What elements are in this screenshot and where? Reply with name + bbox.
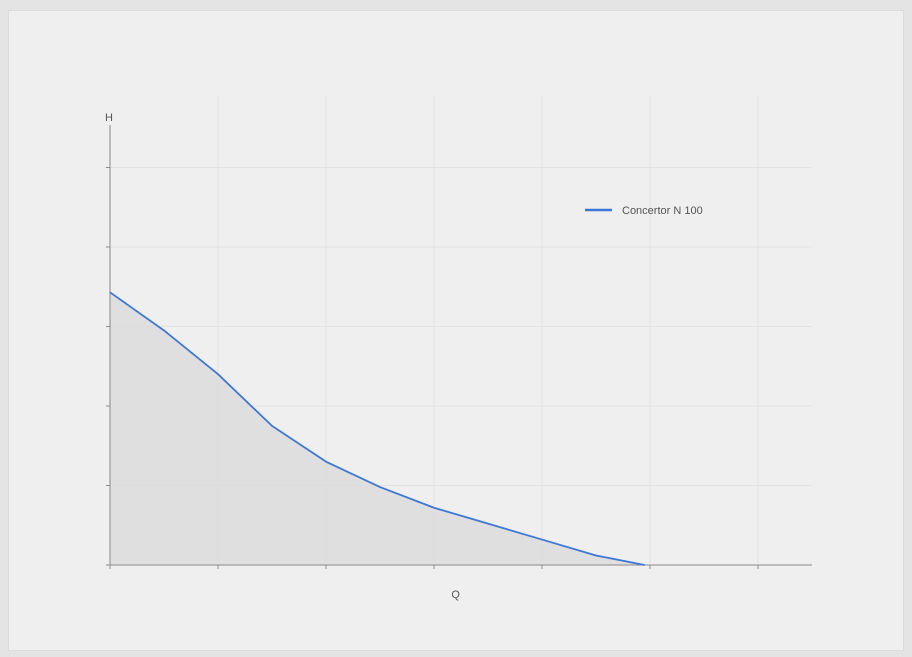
- legend: Concertor N 100: [585, 205, 703, 217]
- legend-label: Concertor N 100: [622, 205, 703, 217]
- x-axis-label: Q: [451, 589, 460, 601]
- y-axis-label: H: [105, 112, 113, 124]
- series-area: [110, 292, 645, 565]
- axes: [106, 125, 812, 569]
- line-layer: [109, 291, 645, 566]
- area-layer: [110, 292, 645, 565]
- series-line: [109, 291, 645, 566]
